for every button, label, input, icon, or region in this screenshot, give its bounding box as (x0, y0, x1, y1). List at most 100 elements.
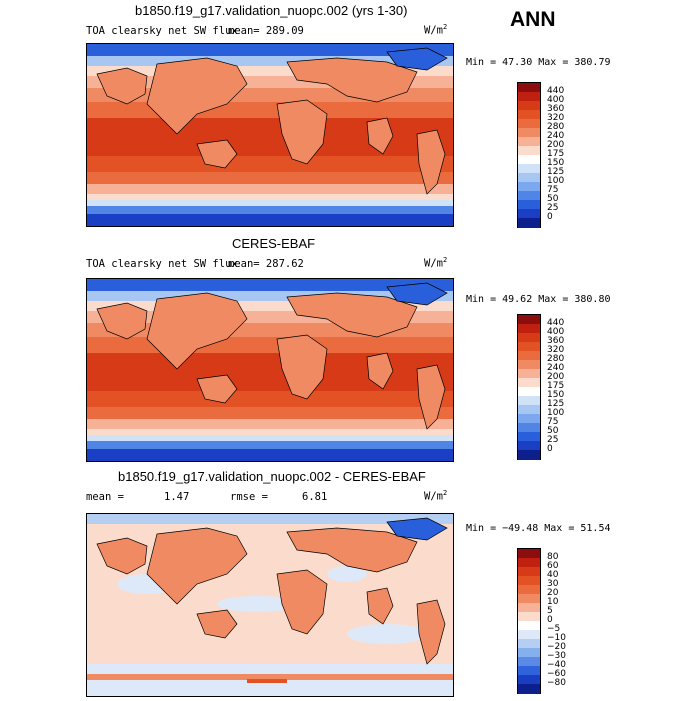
colorbar-tick-label: 440 (547, 318, 565, 328)
colorbar-tick-label: 440 (547, 86, 565, 96)
colorbar-swatch (518, 585, 540, 595)
colorbar-swatch (518, 657, 540, 667)
colorbar-swatch (518, 567, 540, 577)
colorbar-swatch (518, 450, 540, 460)
colorbar-swatch (518, 675, 540, 685)
panel-2-field-label: TOA clearsky net SW flux (86, 258, 238, 270)
colorbar-tick-label: −80 (547, 678, 566, 688)
panel-2-units-exponent: 2 (442, 256, 448, 264)
panel-2-minmax: Min = 49.62 Max = 380.80 (466, 294, 611, 305)
colorbar-tick-label: 25 (547, 435, 559, 445)
panel-2-title: CERES-EBAF (232, 236, 316, 251)
panel-2-mean: mean= 287.62 (228, 258, 304, 270)
panel-2-map-field (87, 279, 453, 461)
colorbar-tick-label: 280 (547, 354, 565, 364)
panel-1-map (86, 43, 454, 227)
colorbar-swatch (518, 110, 540, 120)
season-label: ANN (510, 8, 556, 31)
colorbar-swatch (518, 423, 540, 433)
panel-1-field-label: TOA clearsky net SW flux (86, 25, 238, 37)
colorbar-tick-label: −5 (547, 624, 561, 634)
colorbar-tick-label: −10 (547, 633, 566, 643)
colorbar-swatch (518, 432, 540, 442)
panel-2-colorbar (517, 314, 541, 460)
panel-1-units-base: W/m (424, 24, 443, 37)
colorbar-tick-label: 0 (547, 444, 553, 454)
colorbar-tick-label: 0 (547, 212, 553, 222)
colorbar-tick-label: 320 (547, 113, 565, 123)
colorbar-swatch (518, 360, 540, 370)
colorbar-tick-label: 175 (547, 381, 565, 391)
panel-2-map (86, 278, 454, 462)
colorbar-tick-label: −40 (547, 660, 566, 670)
panel-1-mean: mean= 289.09 (228, 25, 304, 37)
panel-1-map-field (87, 44, 453, 226)
colorbar-tick-label: 10 (547, 597, 559, 607)
colorbar-tick-label: 50 (547, 194, 559, 204)
colorbar-tick-label: 100 (547, 176, 565, 186)
colorbar-tick-label: 200 (547, 372, 565, 382)
colorbar-swatch (518, 351, 540, 361)
colorbar-swatch (518, 164, 540, 174)
colorbar-tick-label: 100 (547, 408, 565, 418)
colorbar-swatch (518, 666, 540, 676)
colorbar-swatch (518, 576, 540, 586)
colorbar-tick-label: 150 (547, 390, 565, 400)
colorbar-tick-label: −60 (547, 669, 566, 679)
panel-3-map (86, 513, 454, 697)
panel-3-units-exponent: 2 (442, 489, 448, 497)
panel-1-title: b1850.f19_g17.validation_nuopc.002 (yrs … (135, 3, 408, 18)
panel-3-title: b1850.f19_g17.validation_nuopc.002 - CER… (118, 469, 426, 484)
panel-3-units: W/m2 (424, 489, 447, 503)
colorbar-tick-label: 50 (547, 426, 559, 436)
colorbar-tick-label: 75 (547, 185, 559, 195)
colorbar-swatch (518, 119, 540, 129)
colorbar-swatch (518, 630, 540, 640)
colorbar-swatch (518, 155, 540, 165)
colorbar-swatch (518, 684, 540, 694)
colorbar-swatch (518, 83, 540, 93)
colorbar-tick-label: 320 (547, 345, 565, 355)
colorbar-swatch (518, 639, 540, 649)
colorbar-swatch (518, 558, 540, 568)
colorbar-swatch (518, 405, 540, 415)
colorbar-swatch (518, 209, 540, 219)
colorbar-tick-label: 360 (547, 104, 565, 114)
colorbar-tick-label: 150 (547, 158, 565, 168)
colorbar-swatch (518, 200, 540, 210)
colorbar-tick-label: 360 (547, 336, 565, 346)
panel-1-units: W/m2 (424, 23, 447, 37)
panel-1-colorbar (517, 82, 541, 228)
colorbar-swatch (518, 621, 540, 631)
colorbar-tick-label: −30 (547, 651, 566, 661)
panel-3-map-field (87, 514, 453, 696)
colorbar-tick-label: 400 (547, 327, 565, 337)
colorbar-tick-label: 200 (547, 140, 565, 150)
colorbar-tick-label: 40 (547, 570, 559, 580)
colorbar-swatch (518, 648, 540, 658)
colorbar-swatch (518, 594, 540, 604)
colorbar-swatch (518, 414, 540, 424)
colorbar-swatch (518, 128, 540, 138)
panel-3-mean-value: 1.47 (164, 491, 190, 503)
colorbar-swatch (518, 173, 540, 183)
colorbar-tick-label: 175 (547, 149, 565, 159)
colorbar-swatch (518, 315, 540, 325)
panel-3-units-base: W/m (424, 490, 443, 503)
panel-3-rmse-label: rmse = (230, 491, 268, 503)
colorbar-tick-label: 80 (547, 552, 559, 562)
colorbar-tick-label: 0 (547, 615, 553, 625)
colorbar-swatch (518, 191, 540, 201)
panel-2-units: W/m2 (424, 256, 447, 270)
colorbar-tick-label: 25 (547, 203, 559, 213)
colorbar-swatch (518, 92, 540, 102)
colorbar-tick-label: 60 (547, 561, 559, 571)
colorbar-tick-label: 125 (547, 399, 565, 409)
panel-3-colorbar (517, 548, 541, 694)
colorbar-swatch (518, 137, 540, 147)
panel-1-minmax: Min = 47.30 Max = 380.79 (466, 57, 611, 68)
colorbar-swatch (518, 549, 540, 559)
panel-3-minmax: Min = −49.48 Max = 51.54 (466, 523, 611, 534)
colorbar-tick-label: 5 (547, 606, 553, 616)
colorbar-swatch (518, 182, 540, 192)
